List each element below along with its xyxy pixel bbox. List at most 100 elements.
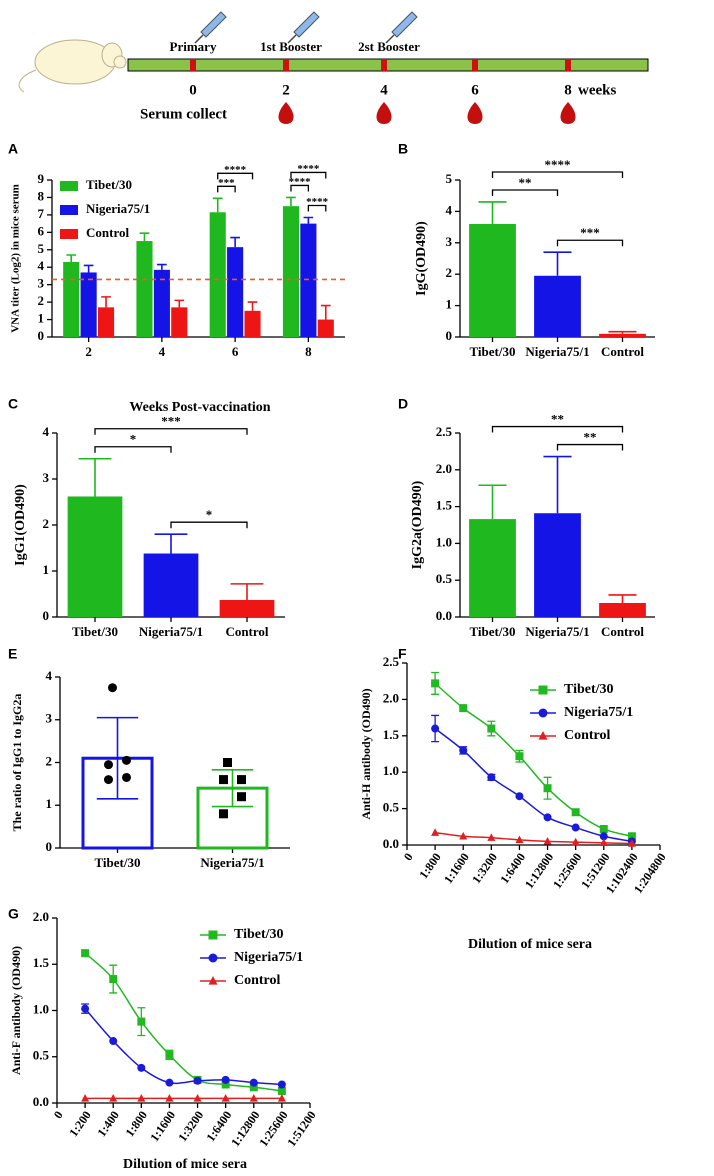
error-bar — [78, 457, 112, 497]
error-bar — [139, 232, 150, 242]
significance-bracket — [94, 428, 248, 435]
error-bar — [247, 301, 258, 311]
y-tick-label: 3 — [446, 234, 453, 249]
marker — [543, 836, 552, 845]
bar — [469, 223, 516, 337]
marker — [431, 724, 440, 733]
x-tick-label: Tibet/30 — [470, 344, 516, 359]
marker — [221, 1093, 230, 1102]
x-tick-label: 4 — [159, 344, 166, 359]
y-tick-label: 1.5 — [383, 727, 400, 742]
x-tick-label: 0 — [401, 850, 416, 863]
y-tick-label: 9 — [38, 171, 45, 186]
y-tick-label: 2.5 — [436, 424, 453, 439]
legend-label: Nigeria75/1 — [234, 950, 303, 965]
x-tick-label: Control — [601, 624, 644, 639]
syringe — [391, 11, 418, 38]
x-tick-label: 6 — [232, 344, 239, 359]
marker — [193, 1076, 202, 1085]
y-tick-label: 0.0 — [33, 1094, 49, 1109]
y-axis-label: Anti-F antibody (OD490) — [9, 946, 23, 1075]
y-tick-label: 1 — [38, 311, 45, 326]
error-bar — [66, 254, 77, 262]
marker — [543, 784, 552, 793]
marker — [208, 976, 218, 985]
blood-drop — [467, 102, 483, 124]
marker — [137, 1017, 146, 1026]
significance-label: **** — [224, 164, 247, 176]
blood-drop — [376, 102, 392, 124]
marker — [571, 823, 580, 832]
marker — [81, 1093, 90, 1102]
dose-label: Primary — [170, 39, 217, 54]
error-bar — [303, 216, 314, 224]
y-tick-label: 2.5 — [383, 654, 400, 669]
y-tick-label: 4 — [38, 258, 45, 273]
marker — [515, 752, 524, 761]
blood-drop — [278, 102, 294, 124]
week-label: 0 — [189, 82, 197, 98]
y-tick-label: 1.0 — [436, 534, 452, 549]
marker — [277, 1080, 286, 1089]
series-line — [434, 727, 633, 843]
marker — [249, 1078, 258, 1087]
significance-bracket — [491, 189, 559, 196]
dose-label: 1st Booster — [260, 39, 322, 54]
x-axis-label: Weeks Post-vaccination — [129, 400, 270, 415]
y-axis-label: Anti-H antibody (OD490) — [359, 688, 373, 819]
marker — [599, 838, 608, 847]
marker — [208, 953, 218, 963]
x-tick-label: 1:400 — [94, 1108, 122, 1139]
marker — [193, 1093, 202, 1102]
marker — [538, 731, 548, 740]
bar — [599, 603, 646, 617]
panel-label: C — [8, 396, 18, 412]
y-tick-label: 3 — [43, 470, 50, 485]
bar — [63, 261, 80, 337]
y-tick-label: 2.0 — [436, 461, 452, 476]
marker — [104, 775, 113, 785]
bar — [67, 496, 123, 617]
panel-label: F — [398, 646, 407, 662]
y-tick-label: 5 — [446, 171, 453, 186]
marker — [538, 685, 548, 695]
y-tick-label: 4 — [446, 202, 453, 217]
x-tick-label: Nigeria75/1 — [525, 624, 589, 639]
mouse — [18, 39, 127, 93]
legend-label: Tibet/30 — [86, 177, 132, 192]
legend-label: Control — [86, 225, 129, 240]
significance-bracket — [217, 172, 254, 180]
x-tick-label: 1:3200 — [469, 850, 500, 886]
bar — [244, 310, 261, 337]
marker — [109, 1093, 118, 1102]
error-bar — [286, 196, 296, 207]
timeline-marker — [283, 59, 289, 71]
error-bar — [211, 768, 254, 808]
marker — [543, 813, 552, 822]
legend-label: Nigeria75/1 — [86, 201, 150, 216]
significance-label: ** — [584, 430, 597, 445]
panel-label: D — [398, 396, 408, 412]
serum-label: Serum collect — [140, 106, 227, 122]
week-label: 4 — [380, 82, 388, 98]
panel-label: G — [8, 906, 19, 922]
x-tick-label: 8 — [305, 344, 312, 359]
marker — [431, 679, 440, 688]
error-bar — [212, 197, 223, 213]
significance-bracket — [556, 443, 624, 451]
significance-label: *** — [580, 225, 600, 240]
y-tick-label: 2 — [46, 753, 53, 768]
legend-swatch — [60, 181, 78, 191]
marker — [277, 1093, 286, 1102]
y-tick-label: 0 — [43, 608, 50, 623]
x-tick-label: 1:1600 — [441, 850, 472, 886]
bar — [143, 553, 199, 617]
marker — [459, 831, 468, 840]
significance-label: **** — [289, 176, 312, 188]
x-tick-label: 1:800 — [416, 850, 444, 881]
significance-label: **** — [545, 157, 571, 172]
marker — [487, 773, 496, 782]
marker — [81, 949, 90, 958]
bar — [282, 206, 300, 337]
